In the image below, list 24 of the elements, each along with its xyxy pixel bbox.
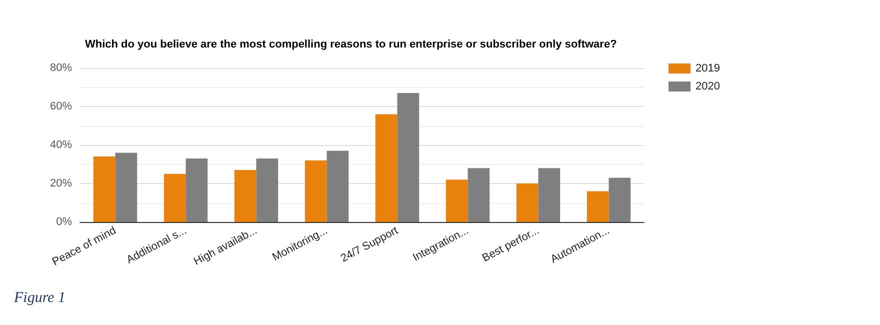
bar: [608, 178, 631, 222]
y-tick-label: 40%: [50, 139, 72, 151]
bar: [256, 158, 278, 222]
bar: [93, 156, 116, 222]
legend-label: 2019: [696, 62, 720, 74]
bar: [516, 184, 538, 222]
bar: [468, 168, 490, 222]
bar: [586, 191, 609, 222]
y-tick-label: 20%: [50, 178, 72, 190]
chart-title: Which do you believe are the most compelling reasons to run enterprise or subscriber only software?: [85, 38, 618, 50]
bar: [115, 152, 138, 222]
bar: [186, 158, 208, 222]
caption: Figure 1: [13, 290, 67, 307]
bar: [164, 174, 186, 222]
bar: [304, 160, 327, 222]
bar: [397, 93, 420, 222]
legend-label: 2020: [696, 80, 720, 92]
bar: [375, 114, 398, 222]
bar: [446, 180, 468, 222]
y-tick-label: 60%: [50, 100, 72, 112]
bar: [326, 150, 349, 222]
bar: [234, 170, 256, 222]
y-tick-label: 80%: [50, 62, 72, 74]
bar: [538, 168, 560, 222]
